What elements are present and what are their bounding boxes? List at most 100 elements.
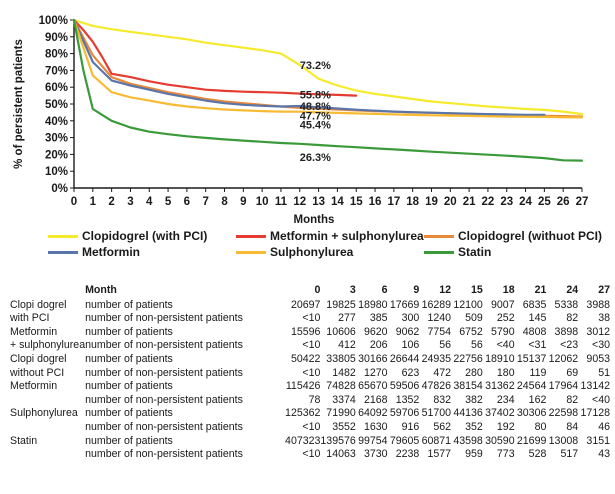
value-cell: 51 bbox=[598, 366, 610, 379]
y-tick-label: 50% bbox=[45, 99, 68, 111]
value-cell: 22598 bbox=[548, 407, 579, 420]
value-cell: 15596 bbox=[290, 325, 321, 338]
value-cell: 2238 bbox=[395, 448, 420, 461]
value-cell: <10 bbox=[302, 366, 321, 379]
value-cell: 562 bbox=[433, 420, 452, 433]
value-cell: 192 bbox=[496, 420, 515, 433]
metric-label: number of patients bbox=[85, 352, 173, 365]
value-cell: 385 bbox=[369, 312, 388, 325]
group-label: Sulphonylurea bbox=[10, 407, 78, 420]
x-tick-label: 23 bbox=[500, 196, 513, 208]
value-cell: 38 bbox=[598, 312, 610, 325]
value-cell: 9053 bbox=[586, 352, 610, 365]
value-cell: 99754 bbox=[358, 434, 388, 447]
legend-swatch bbox=[424, 235, 454, 238]
value-cell: 21699 bbox=[516, 434, 547, 447]
metric-label: number of non-persistent patients bbox=[85, 448, 243, 461]
table-row: with PCI number of non-persistent patient… bbox=[10, 312, 610, 326]
value-cell: 24935 bbox=[421, 352, 452, 365]
month-column-header: 21 bbox=[534, 284, 547, 296]
value-cell: 12062 bbox=[548, 352, 579, 365]
value-cell: 3012 bbox=[586, 325, 610, 338]
value-cell: <10 bbox=[302, 312, 321, 325]
series-line-metformin bbox=[72, 18, 546, 117]
value-cell: 3898 bbox=[554, 325, 579, 338]
y-axis-title-group: % of persistent patients bbox=[13, 39, 25, 169]
axes-group: 0%10%20%30%40%50%60%70%80%90%100%0 1 2 3 4 5 6… bbox=[39, 15, 589, 208]
metric-label: number of patients bbox=[85, 380, 173, 393]
value-cell: 180 bbox=[496, 366, 515, 379]
table-row: + sulphonylurea number of non-persistent … bbox=[10, 339, 610, 353]
value-cell: 1577 bbox=[427, 448, 452, 461]
x-tick-label: 7 bbox=[203, 196, 209, 208]
chart-legend: Clopidogrel (with PCI) Metformin + sulpho… bbox=[48, 228, 608, 262]
y-tick-label: 70% bbox=[45, 65, 68, 77]
x-tick-label: 10 bbox=[256, 196, 269, 208]
value-cell: 1352 bbox=[395, 393, 420, 406]
value-cell: 916 bbox=[401, 420, 420, 433]
x-tick-label: 0 bbox=[71, 196, 77, 208]
value-cell: 3151 bbox=[586, 434, 610, 447]
y-tick-label: 30% bbox=[45, 133, 68, 145]
value-cell: 79605 bbox=[389, 434, 420, 447]
value-cell: 7754 bbox=[427, 325, 452, 338]
value-cell: 16289 bbox=[421, 298, 452, 311]
group-label bbox=[10, 394, 85, 408]
legend-swatch bbox=[236, 251, 266, 254]
month-header: Month bbox=[85, 284, 117, 296]
month-column-header: 15 bbox=[471, 284, 483, 296]
metric-label: number of non-persistent patients bbox=[85, 420, 243, 433]
value-cell: 280 bbox=[465, 366, 483, 379]
value-cell: 352 bbox=[465, 420, 483, 433]
series-group bbox=[72, 18, 584, 162]
value-cell: 832 bbox=[433, 393, 452, 406]
value-cell: 472 bbox=[433, 366, 452, 379]
value-cell: 6835 bbox=[522, 298, 547, 311]
value-cell: <23 bbox=[560, 339, 579, 352]
value-cell: 9620 bbox=[363, 325, 388, 338]
value-cell: 6752 bbox=[459, 325, 483, 338]
table-row: Clopi dogrel number of patients 50422 33805… bbox=[10, 353, 610, 367]
value-cell: 3730 bbox=[363, 448, 388, 461]
percent-annotation: 45.4% bbox=[300, 119, 331, 131]
value-cell: 3552 bbox=[332, 420, 356, 433]
table-row: without PCI number of non-persistent pati… bbox=[10, 367, 610, 381]
value-cell: 38154 bbox=[453, 380, 483, 393]
value-cell: 528 bbox=[528, 448, 547, 461]
value-cell: 31362 bbox=[485, 380, 515, 393]
value-cell: 30590 bbox=[485, 434, 515, 447]
value-cell: 24564 bbox=[516, 380, 547, 393]
value-cell: 4808 bbox=[522, 325, 547, 338]
group-label bbox=[10, 421, 85, 435]
value-cell: 19825 bbox=[326, 298, 356, 311]
y-tick-label: 10% bbox=[45, 166, 68, 178]
table-header-row: Month 0 3 6 9 12 15 18 21 24 27 bbox=[10, 284, 610, 299]
value-cell: 300 bbox=[401, 312, 420, 325]
month-column-header: 6 bbox=[381, 284, 388, 296]
y-tick-label: 20% bbox=[45, 149, 68, 161]
value-cell: 1630 bbox=[363, 420, 388, 433]
metric-label: number of non-persistent patients bbox=[85, 312, 243, 325]
x-tick-label: 2 bbox=[108, 196, 114, 208]
percent-annotation: 47.7% bbox=[300, 110, 331, 122]
percent-annotation: 73.2% bbox=[300, 60, 331, 72]
value-cell: 1270 bbox=[363, 366, 388, 379]
value-cell: 44136 bbox=[453, 407, 483, 420]
value-cell: 71990 bbox=[326, 407, 356, 420]
y-tick-label: 80% bbox=[45, 49, 68, 61]
x-tick-label: 4 bbox=[146, 196, 153, 208]
metric-label: number of non-persistent patients bbox=[85, 339, 243, 352]
legend-label: Statin bbox=[458, 245, 492, 259]
table-row: number of non-persistent patients <10 1406… bbox=[10, 448, 610, 462]
value-cell: <40 bbox=[496, 339, 515, 352]
table-row: Clopi dogrel number of patients 20697 19825… bbox=[10, 299, 610, 313]
value-cell: 51700 bbox=[421, 407, 452, 420]
metric-label: number of patients bbox=[85, 325, 173, 338]
series-line-statin bbox=[72, 18, 584, 162]
x-tick-label: 21 bbox=[463, 196, 476, 208]
value-cell: 69 bbox=[566, 366, 579, 379]
value-cell: 1482 bbox=[332, 366, 356, 379]
month-column-header: 0 bbox=[314, 284, 321, 296]
value-cell: 5790 bbox=[491, 325, 515, 338]
value-cell: 59506 bbox=[389, 380, 420, 393]
